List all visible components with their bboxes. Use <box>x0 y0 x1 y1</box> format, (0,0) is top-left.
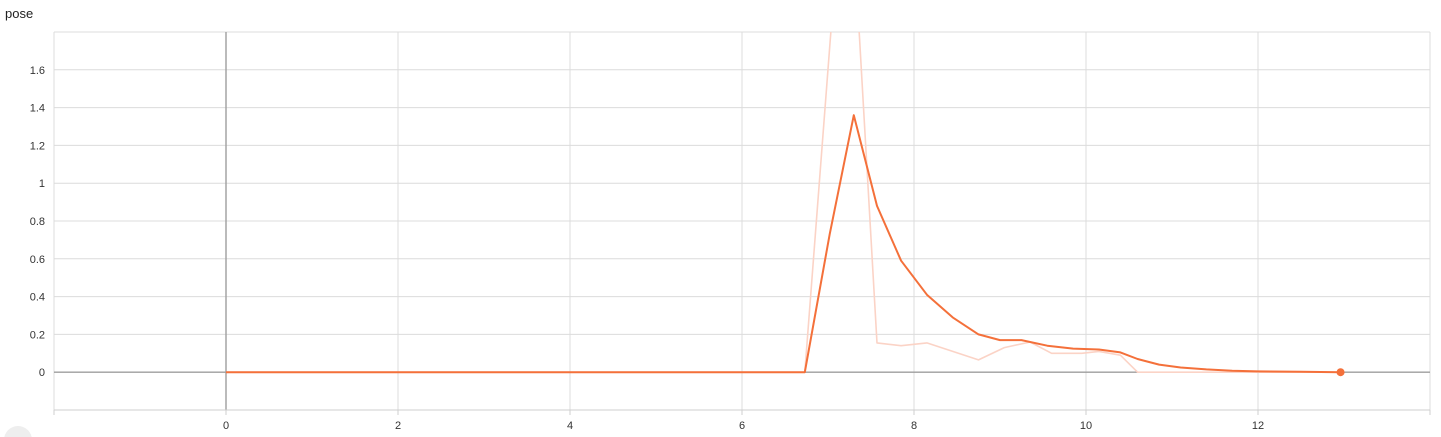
x-tick-label: 12 <box>1252 420 1264 432</box>
y-tick-label: 1.4 <box>30 103 45 115</box>
expand-chart-button[interactable] <box>4 426 32 437</box>
x-tick-label: 10 <box>1080 420 1092 432</box>
y-tick-label: 0.2 <box>30 329 45 341</box>
x-tick-label: 0 <box>223 420 229 432</box>
y-tick-label: 1 <box>39 178 45 190</box>
x-tick-label: 2 <box>395 420 401 432</box>
x-tick-label: 4 <box>567 420 573 432</box>
y-tick-label: 1.2 <box>30 140 45 152</box>
last-point-marker <box>1336 368 1345 377</box>
x-tick-label: 8 <box>911 420 917 432</box>
y-tick-label: 0.4 <box>30 292 45 304</box>
y-tick-label: 1.6 <box>30 65 45 77</box>
smoothed-series-line <box>226 114 1341 374</box>
y-tick-label: 0.8 <box>30 216 45 228</box>
y-tick-label: 0 <box>39 367 45 379</box>
y-tick-label: 0.6 <box>30 254 45 266</box>
raw-series-line <box>226 32 1344 374</box>
x-tick-label: 6 <box>739 420 745 432</box>
chart-title: pose <box>5 6 34 21</box>
